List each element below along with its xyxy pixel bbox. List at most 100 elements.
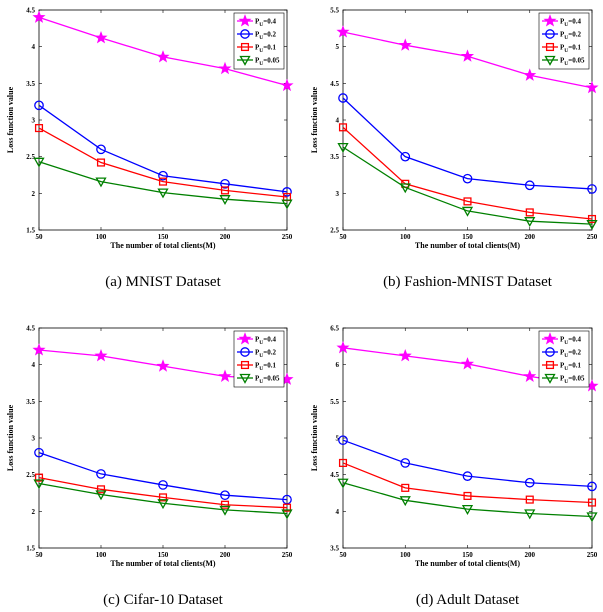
y-tick-label: 6.5 — [330, 325, 339, 333]
data-point — [398, 38, 412, 51]
data-point — [463, 491, 472, 500]
x-tick-label: 100 — [96, 551, 107, 559]
y-tick-label: 2 — [32, 190, 36, 198]
x-axis-label: The number of total clients(M) — [415, 559, 521, 568]
y-tick-label: 1.5 — [26, 545, 35, 553]
subfigure-caption: (c) Cifar-10 Dataset — [103, 592, 223, 608]
legend-marker — [544, 55, 556, 66]
data-point — [585, 80, 599, 94]
legend-marker — [240, 347, 250, 357]
legend-marker — [543, 14, 557, 27]
legend-label: PU=0.05 — [255, 57, 280, 68]
data-point — [525, 208, 534, 217]
series-line — [38, 127, 288, 198]
data-point — [461, 504, 474, 515]
x-tick-label: 200 — [220, 233, 231, 241]
x-tick-label: 250 — [587, 233, 598, 241]
data-point — [95, 177, 107, 188]
x-tick-label: 50 — [340, 551, 348, 559]
data-point — [462, 173, 473, 184]
data-point — [218, 61, 232, 75]
data-point — [220, 186, 230, 195]
legend-marker — [544, 373, 556, 384]
legend-label: PU=0.2 — [560, 349, 582, 360]
data-point — [523, 68, 537, 81]
y-tick-label: 4 — [32, 43, 36, 51]
series-line — [38, 104, 288, 193]
data-point — [400, 458, 411, 468]
y-tick-label: 3.5 — [330, 153, 339, 161]
y-axis-label: Loss function value — [6, 86, 15, 153]
data-point — [463, 197, 472, 206]
data-point — [220, 500, 230, 509]
data-point — [524, 477, 535, 488]
x-tick-label: 200 — [525, 233, 536, 241]
legend-label: PU=0.4 — [255, 18, 277, 29]
data-point — [158, 170, 168, 181]
series-line — [342, 126, 593, 220]
legend-label: PU=0.1 — [255, 44, 277, 55]
legend-marker — [240, 42, 250, 52]
data-point — [218, 369, 232, 382]
legend-label: PU=0.1 — [255, 362, 277, 373]
chart-panel: 50 100 150 200 250 3.5 4 4.5 5 5.5 6 6.5 The number … — [310, 325, 599, 608]
x-tick-label: 250 — [282, 551, 293, 559]
x-tick-label: 50 — [36, 233, 44, 241]
data-point — [281, 199, 293, 210]
data-point — [338, 458, 348, 467]
series-line — [342, 462, 593, 504]
x-tick-label: 150 — [462, 233, 473, 241]
y-tick-label: 2.5 — [26, 153, 35, 161]
y-axis-label: Loss function value — [6, 404, 15, 471]
y-tick-label: 3 — [32, 117, 36, 125]
data-point — [401, 483, 410, 492]
y-tick-label: 4.5 — [26, 325, 35, 333]
legend-label: PU=0.05 — [560, 375, 585, 386]
data-point — [282, 187, 292, 197]
data-point — [462, 471, 473, 481]
data-point — [523, 369, 537, 382]
data-point — [524, 509, 536, 520]
data-point — [220, 178, 230, 189]
y-tick-label: 5.5 — [330, 7, 339, 15]
data-point — [336, 340, 350, 354]
data-point — [587, 481, 597, 492]
legend-marker — [239, 373, 251, 384]
x-tick-label: 100 — [400, 233, 411, 241]
data-point — [157, 188, 169, 199]
data-point — [586, 219, 598, 230]
legend-label: PU=0.1 — [560, 362, 582, 373]
y-tick-label: 5 — [336, 43, 340, 51]
data-point — [398, 349, 412, 362]
data-point — [280, 78, 294, 92]
y-tick-label: 3.5 — [26, 80, 35, 88]
y-tick-label: 4 — [336, 508, 340, 516]
data-point — [32, 10, 46, 23]
series-line — [342, 97, 593, 190]
y-tick-label: 6 — [336, 361, 340, 369]
y-tick-label: 4 — [336, 117, 340, 125]
data-point — [158, 480, 168, 490]
data-point — [157, 499, 169, 510]
x-tick-label: 200 — [220, 551, 231, 559]
series-line — [342, 146, 593, 225]
data-point — [156, 50, 170, 63]
y-axis-label: Loss function value — [310, 404, 319, 471]
legend-label: PU=0.2 — [255, 31, 277, 42]
y-tick-label: 5 — [336, 435, 340, 443]
x-tick-label: 150 — [462, 551, 473, 559]
data-point — [399, 496, 411, 507]
series-line — [342, 482, 593, 518]
y-tick-label: 3.5 — [26, 398, 35, 406]
data-point — [32, 343, 46, 356]
legend-marker — [238, 14, 252, 27]
data-point — [281, 509, 293, 520]
data-point — [524, 217, 536, 228]
data-point — [34, 473, 44, 482]
y-tick-label: 2.5 — [330, 227, 339, 235]
series-line — [38, 161, 288, 205]
legend-label: PU=0.4 — [560, 18, 582, 29]
legend-label: PU=0.05 — [560, 57, 585, 68]
legend-marker — [545, 360, 555, 370]
